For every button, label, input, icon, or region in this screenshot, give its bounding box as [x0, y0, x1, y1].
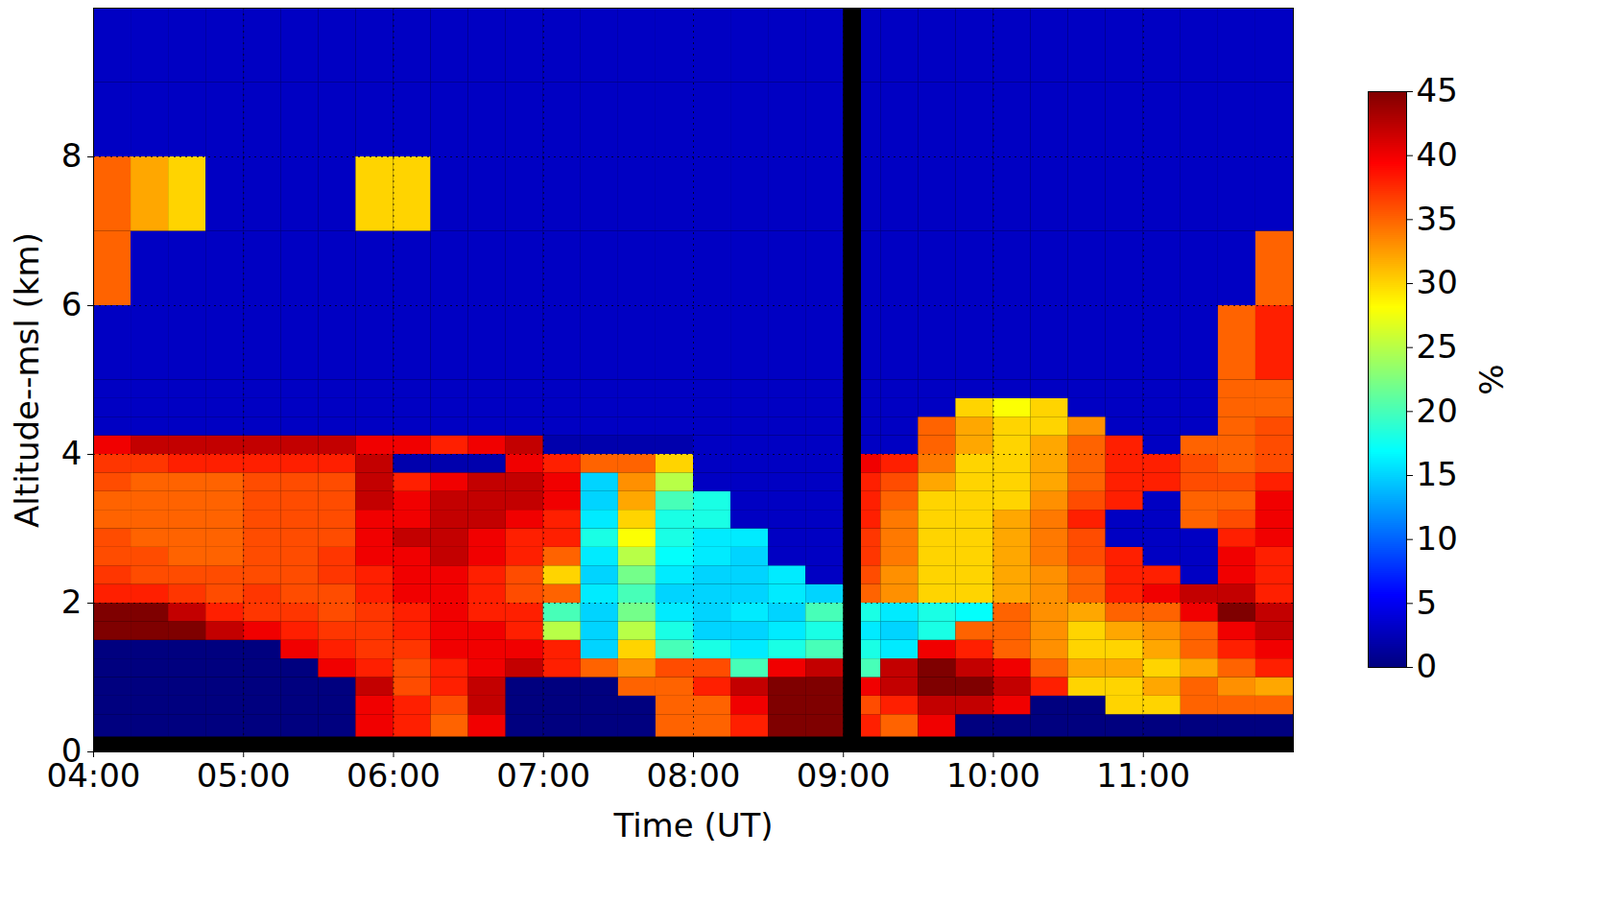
- svg-text:08:00: 08:00: [646, 756, 741, 795]
- svg-text:06:00: 06:00: [346, 756, 441, 795]
- svg-text:10: 10: [1416, 519, 1458, 558]
- svg-text:04:00: 04:00: [47, 756, 142, 795]
- svg-text:35: 35: [1416, 199, 1458, 239]
- svg-text:Altitude--msl (km): Altitude--msl (km): [7, 232, 47, 528]
- svg-text:09:00: 09:00: [796, 756, 891, 795]
- svg-text:07:00: 07:00: [496, 756, 591, 795]
- svg-text:30: 30: [1416, 262, 1458, 302]
- svg-text:5: 5: [1416, 583, 1438, 622]
- svg-text:40: 40: [1416, 135, 1458, 174]
- svg-text:11:00: 11:00: [1096, 756, 1191, 795]
- svg-text:2: 2: [61, 582, 83, 621]
- svg-text:%: %: [1472, 363, 1511, 395]
- svg-text:0: 0: [61, 731, 83, 771]
- svg-text:Time (UT): Time (UT): [612, 806, 773, 845]
- svg-text:4: 4: [61, 433, 83, 473]
- svg-text:25: 25: [1416, 327, 1458, 366]
- svg-text:05:00: 05:00: [196, 756, 291, 795]
- svg-text:15: 15: [1416, 454, 1458, 494]
- svg-text:0: 0: [1416, 646, 1438, 686]
- svg-text:20: 20: [1416, 391, 1458, 430]
- svg-text:8: 8: [61, 136, 83, 175]
- svg-text:6: 6: [61, 285, 83, 324]
- svg-text:10:00: 10:00: [946, 756, 1041, 795]
- svg-text:45: 45: [1416, 71, 1458, 110]
